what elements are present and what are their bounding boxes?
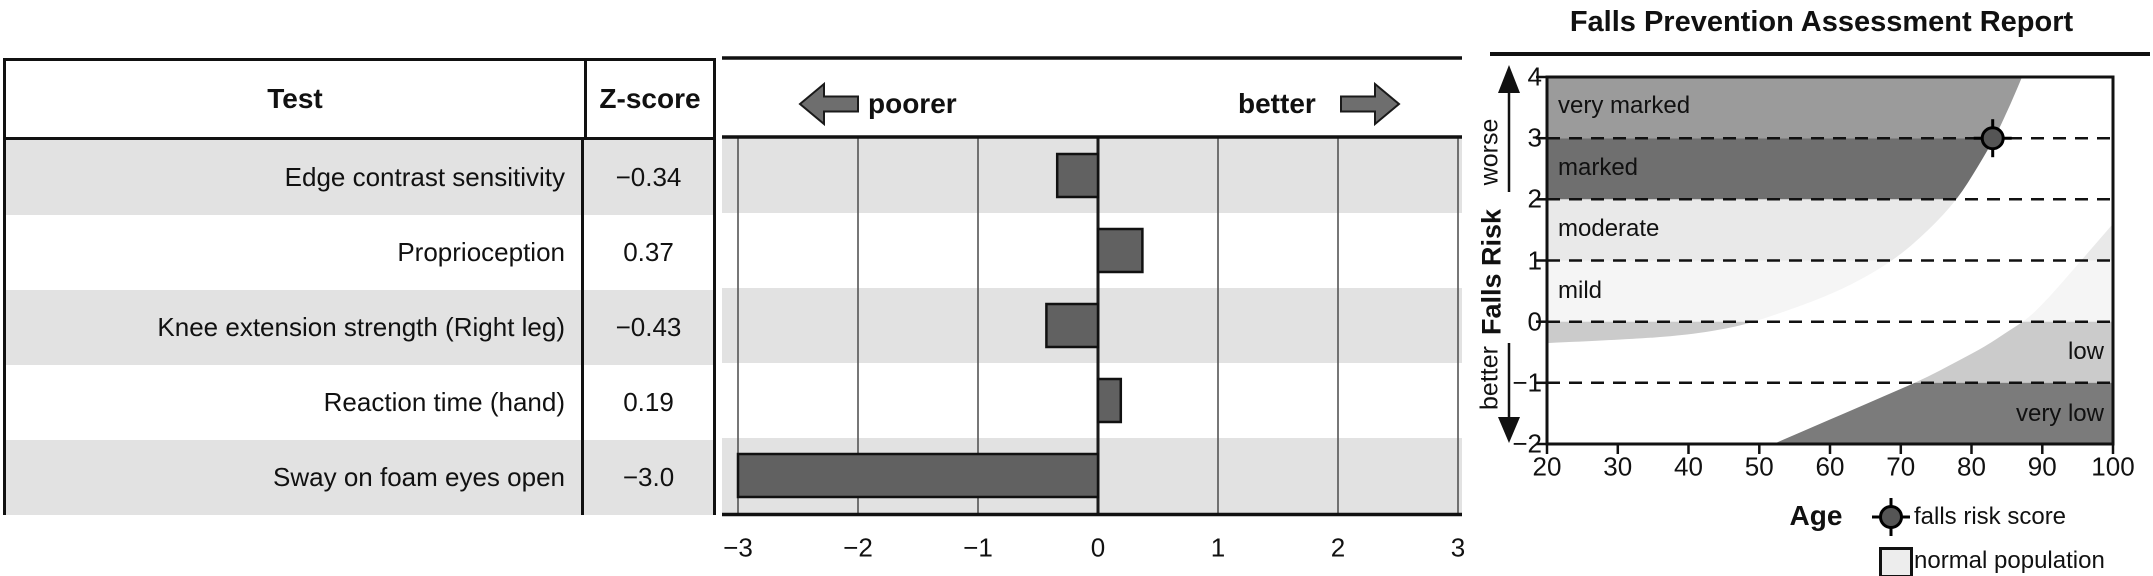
table-row: Reaction time (hand) 0.19	[6, 365, 713, 440]
zscore-value: −0.43	[615, 312, 682, 342]
zone-label-low: low	[2067, 338, 2104, 365]
zscore-bar	[1045, 302, 1100, 349]
falls-y-tick-label: −1	[1512, 367, 1542, 398]
zscore-value: 0.37	[623, 237, 674, 267]
bar-axis-tick-label: 0	[1090, 532, 1106, 563]
zone-label-very-low: very low	[2015, 400, 2104, 427]
col-header-test: Test	[6, 61, 587, 137]
test-name: Knee extension strength (Right leg)	[6, 290, 584, 365]
legend-falls-risk-score: falls risk score	[1914, 503, 2067, 530]
zscore-value: 0.19	[623, 387, 674, 417]
zscore-bar	[1055, 152, 1100, 199]
test-name: Sway on foam eyes open	[6, 440, 584, 515]
table-header-row: Test Z-score	[6, 61, 713, 140]
falls-risk-score-legend-icon	[1872, 498, 1910, 536]
direction-label-better: better	[1238, 88, 1316, 119]
zscore-bars	[736, 152, 1144, 499]
falls-x-tick-label: 70	[1886, 451, 1916, 482]
report-title: Falls Prevention Assessment Report	[1569, 6, 2074, 38]
zscore-bar	[1096, 227, 1144, 274]
falls-y-tick-label: 2	[1527, 183, 1542, 214]
x-axis-title: Age	[1789, 500, 1843, 531]
test-name: Proprioception	[6, 215, 584, 290]
better-arrow-icon	[1498, 343, 1520, 443]
better-arrow-icon	[1340, 81, 1401, 127]
falls-x-tick-label: 80	[1957, 451, 1986, 482]
falls-y-tick-label: −2	[1512, 428, 1542, 459]
table-row: Sway on foam eyes open −3.0	[6, 440, 713, 515]
zscore-table: Test Z-score Edge contrast sensitivity −…	[3, 58, 716, 515]
poorer-arrow-icon	[798, 81, 859, 127]
falls-x-tick-label: 30	[1603, 451, 1633, 482]
falls-y-tick-label: 0	[1527, 306, 1542, 337]
table-row: Proprioception 0.37	[6, 215, 713, 290]
falls-x-tick-label: 20	[1532, 451, 1562, 482]
zscore-bar	[736, 452, 1100, 499]
bar-axis-tick-label: −1	[963, 532, 993, 563]
worse-arrow-icon	[1498, 65, 1520, 192]
table-row: Edge contrast sensitivity −0.34	[6, 140, 713, 215]
falls-y-tick-label: 1	[1527, 245, 1542, 275]
falls-x-tick-label: 60	[1815, 451, 1845, 482]
test-name: Edge contrast sensitivity	[6, 140, 584, 215]
bar-axis-tick-label: 3	[1450, 532, 1466, 563]
bar-axis-tick-label: −2	[843, 532, 873, 563]
dashed-gridlines	[1547, 136, 2113, 385]
normal-population-area	[1547, 77, 2113, 444]
bar-axis-tick-label: 2	[1330, 532, 1346, 563]
falls-x-tick-label: 90	[2027, 451, 2057, 482]
falls-y-tick-label: 3	[1527, 122, 1542, 153]
falls-y-tick-label: 4	[1527, 61, 1542, 92]
table-row: Knee extension strength (Right leg) −0.4…	[6, 290, 713, 365]
bar-axis-tick-label: −3	[723, 532, 753, 563]
x-axis-ticks	[1545, 444, 2115, 454]
falls-x-tick-label: 100	[2091, 451, 2135, 482]
falls-x-tick-label: 40	[1674, 451, 1703, 482]
col-header-zscore: Z-score	[599, 83, 701, 114]
gridlines	[737, 138, 1459, 513]
zone-label-mild: mild	[1558, 277, 1603, 304]
legend-normal-population: normal population	[1914, 547, 2105, 574]
normal-population-band	[1547, 77, 2113, 444]
falls-risk-score-marker	[1973, 119, 2012, 158]
normal-population-legend-icon	[1879, 547, 1913, 576]
zscore-value: −0.34	[615, 162, 682, 192]
y-axis-ticks	[1536, 75, 1547, 446]
falls-risk-chart	[1498, 65, 2115, 454]
direction-label-poorer: poorer	[868, 88, 957, 119]
zone-label-moderate: moderate	[1558, 215, 1660, 242]
title-rule	[1490, 52, 2150, 56]
falls-x-tick-label: 50	[1744, 451, 1774, 482]
test-name: Reaction time (hand)	[6, 365, 584, 440]
zscore-bar-chart	[722, 56, 1462, 517]
zone-label-marked: marked	[1558, 154, 1639, 181]
zone-label-very-marked: very marked	[1558, 92, 1691, 119]
zscore-bar	[1096, 377, 1123, 424]
zscore-value: −3.0	[622, 462, 675, 492]
bar-axis-tick-label: 1	[1210, 532, 1226, 563]
